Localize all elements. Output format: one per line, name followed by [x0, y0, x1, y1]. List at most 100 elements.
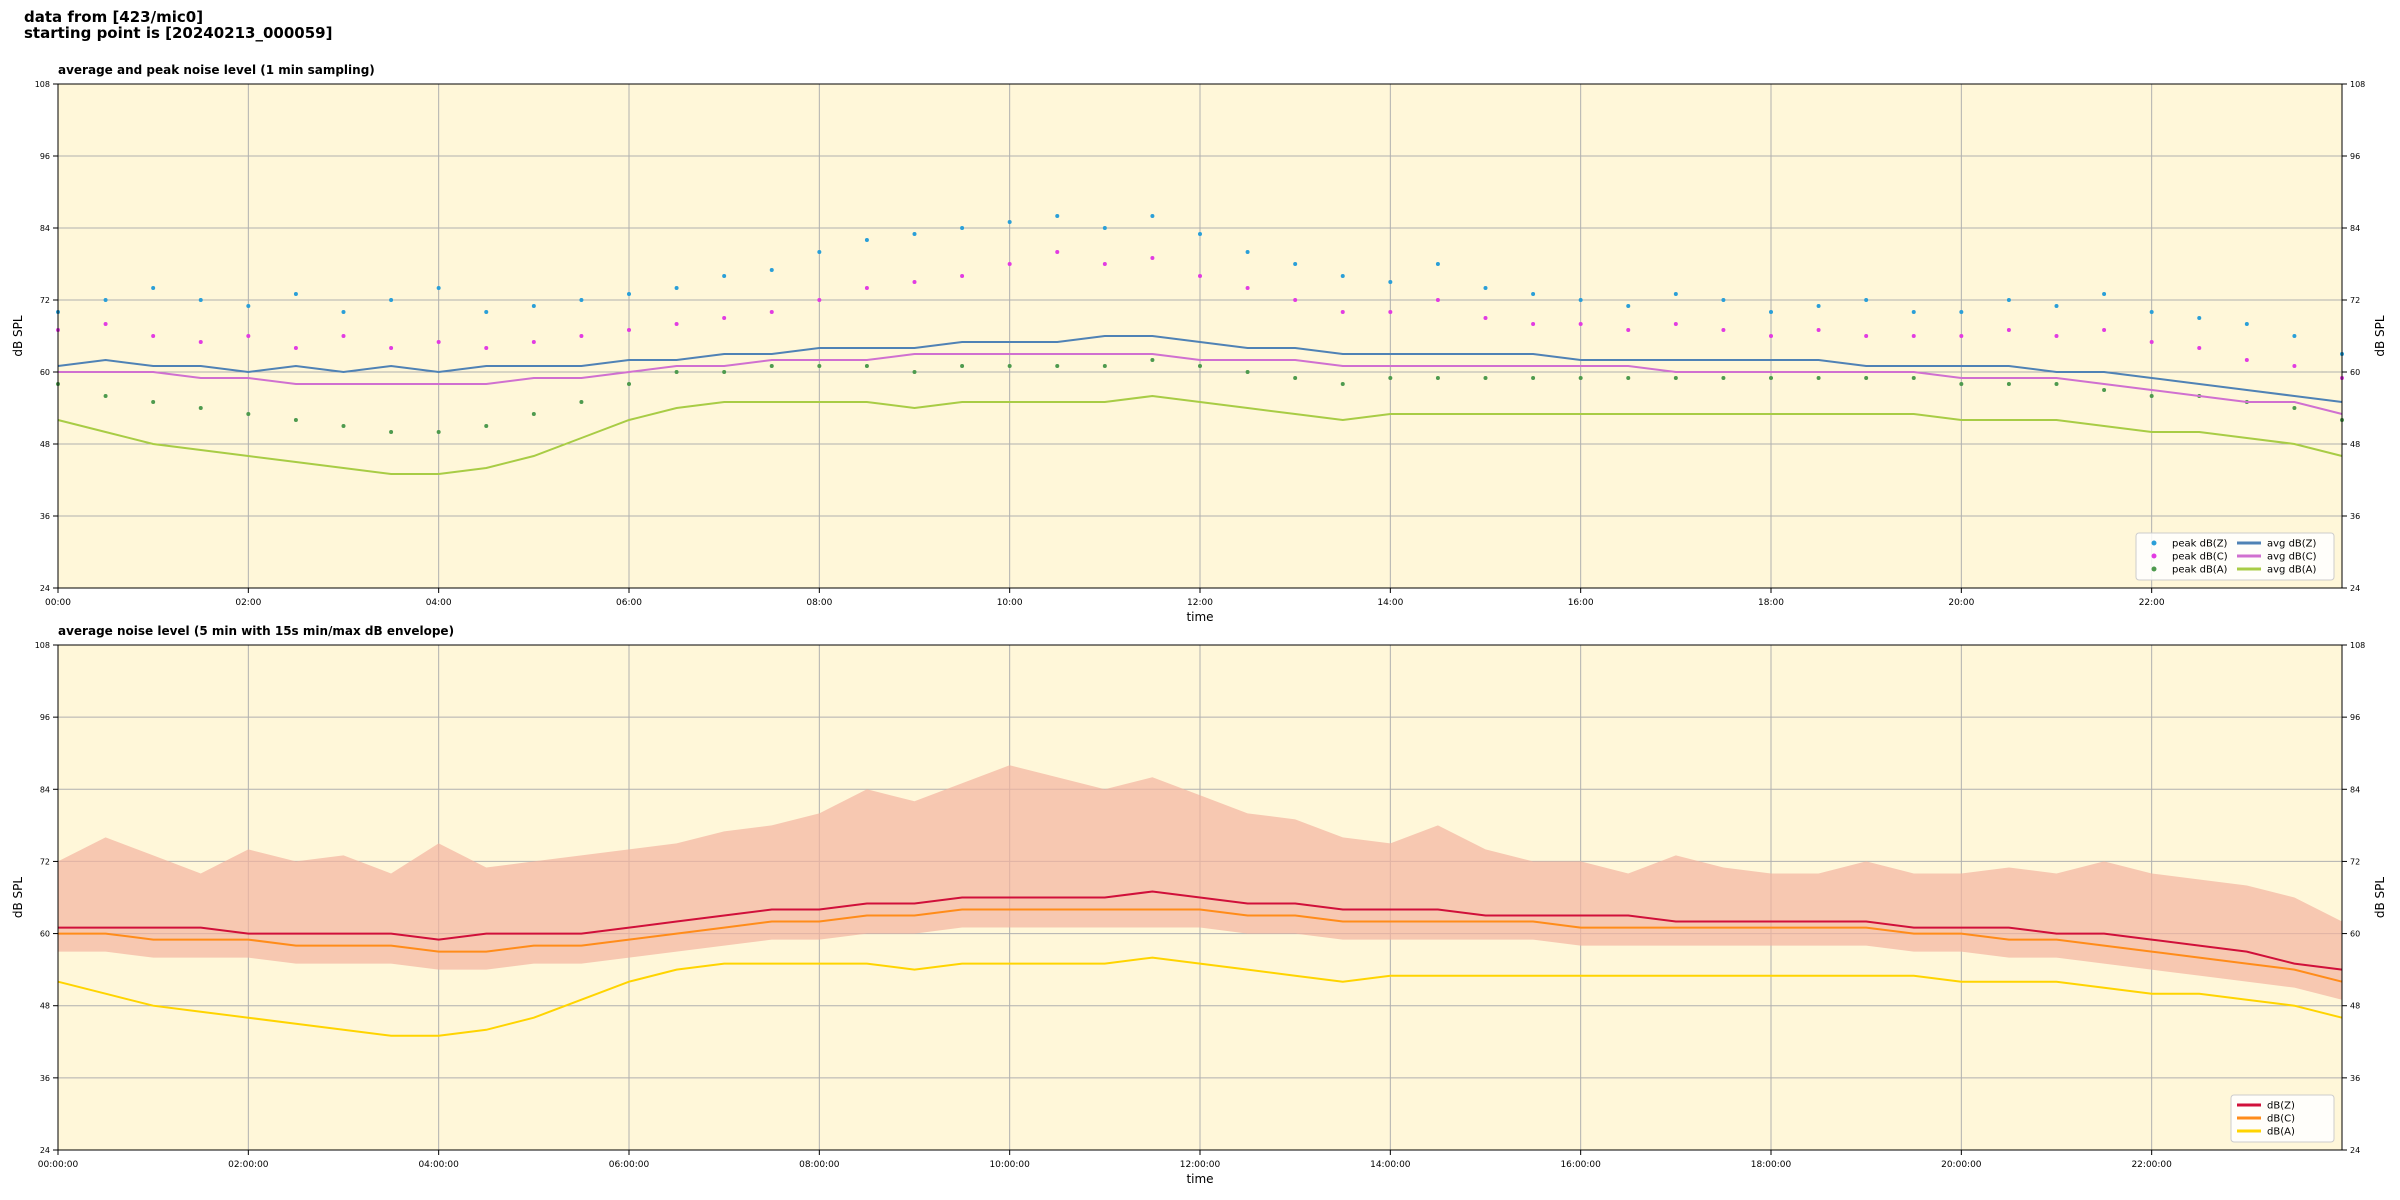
peak-point [674, 286, 679, 290]
peak-point [2197, 316, 2202, 320]
x-tick-label: 12:00 [1187, 598, 1213, 608]
y-tick-label: 84 [2350, 785, 2360, 794]
peak-point [1055, 214, 1060, 218]
legend-label: peak dB(Z) [2172, 539, 2228, 550]
y-tick-label: 24 [2350, 1146, 2360, 1155]
y-tick-label: 72 [2350, 857, 2360, 866]
y-tick-label: 60 [2350, 368, 2360, 377]
x-tick-label: 14:00:00 [1370, 1160, 1411, 1170]
legend-marker [2151, 566, 2157, 572]
x-tick-label: 02:00 [235, 598, 261, 608]
peak-point [103, 298, 108, 302]
series-line [57, 956, 2343, 1037]
peak-point [484, 346, 489, 350]
peak-point [1531, 376, 1536, 380]
chart-title: average and peak noise level (1 min samp… [58, 63, 375, 77]
y-tick-label: 96 [2350, 152, 2360, 161]
peak-point [484, 424, 489, 428]
y-tick-label: 96 [40, 713, 50, 722]
peak-point [1007, 364, 1012, 368]
y-tick-label: 24 [40, 1146, 50, 1155]
x-tick-label: 04:00:00 [418, 1160, 459, 1170]
peak-point [2244, 322, 2249, 326]
peak-point [769, 268, 774, 272]
y-tick-label: 108 [2350, 641, 2365, 650]
peak-point [722, 274, 727, 278]
peak-point [1816, 376, 1821, 380]
x-tick-label: 12:00:00 [1180, 1160, 1221, 1170]
peak-point [1911, 376, 1916, 380]
peak-point [1816, 328, 1821, 332]
series-line [57, 394, 2343, 475]
peak-point [1578, 322, 1583, 326]
peak-point [2244, 358, 2249, 362]
peak-point [627, 382, 631, 386]
peak-point [960, 226, 965, 230]
x-tick-label: 00:00:00 [38, 1160, 79, 1170]
chart-title: average noise level (5 min with 15s min/… [58, 624, 454, 638]
y-tick-label: 48 [40, 1002, 50, 1011]
peak-point [484, 310, 489, 314]
peak-point [1721, 298, 1726, 302]
peak-point [2149, 340, 2154, 344]
peak-point [1388, 310, 1393, 314]
x-tick-label: 22:00:00 [2131, 1160, 2172, 1170]
y-tick-label: 96 [40, 152, 50, 161]
x-tick-label: 18:00 [1758, 598, 1784, 608]
x-tick-label: 22:00 [2139, 598, 2165, 608]
legend: peak dB(Z) peak dB(C) peak dB(A) avg dB(Z) a… [2135, 532, 2335, 581]
peak-point [2054, 334, 2059, 338]
peak-point [1816, 304, 1821, 308]
peak-point [1721, 376, 1726, 380]
peak-point [389, 346, 394, 350]
peak-point [674, 370, 679, 374]
peak-point [246, 412, 251, 416]
y-tick-label: 24 [40, 584, 50, 593]
legend-label: dB(A) [2267, 1127, 2295, 1138]
peak-point [1340, 310, 1345, 314]
peak-point [912, 280, 917, 284]
peak-point [436, 286, 441, 290]
y-tick-label: 36 [2350, 1074, 2360, 1083]
peak-point [293, 418, 298, 422]
peak-point [151, 334, 156, 338]
series-line [58, 908, 2343, 983]
peak-point [1055, 364, 1060, 368]
y-tick-label: 108 [2350, 80, 2365, 89]
peak-point [103, 322, 108, 326]
peak-point [1055, 250, 1060, 254]
peak-point [198, 298, 203, 302]
peak-point [2149, 310, 2154, 314]
legend-box [2135, 532, 2335, 581]
peak-point [1626, 304, 1631, 308]
peak-point [1673, 292, 1678, 296]
peak-point [2292, 334, 2297, 338]
y-tick-label: 36 [40, 1074, 50, 1083]
peak-point [389, 430, 394, 434]
peak-point [1578, 298, 1583, 302]
y-axis-label: dB SPL [11, 877, 25, 919]
peak-point [2006, 298, 2011, 302]
peak-point [1769, 334, 1773, 338]
y-tick-label: 84 [40, 224, 50, 233]
x-tick-label: 04:00 [426, 598, 452, 608]
peak-point [1007, 220, 1012, 224]
x-tick-label: 16:00 [1568, 598, 1594, 608]
peak-point [436, 340, 441, 344]
x-tick-label: 08:00 [806, 598, 832, 608]
peak-point [2054, 382, 2059, 386]
peak-point [2292, 364, 2297, 368]
x-tick-label: 02:00:00 [228, 1160, 269, 1170]
y-tick-label: 84 [2350, 224, 2360, 233]
peak-point [912, 232, 917, 236]
plot-frame [57, 83, 2343, 589]
y-tick-label: 60 [40, 930, 50, 939]
y-tick-label: 72 [2350, 296, 2360, 305]
peak-point [1578, 376, 1583, 380]
peak-point [341, 424, 346, 428]
peak-point [722, 316, 727, 320]
x-axis-label: time [1186, 1172, 1213, 1186]
peak-point [864, 286, 869, 290]
peak-point [1959, 382, 1964, 386]
x-tick-label: 20:00 [1948, 598, 1974, 608]
